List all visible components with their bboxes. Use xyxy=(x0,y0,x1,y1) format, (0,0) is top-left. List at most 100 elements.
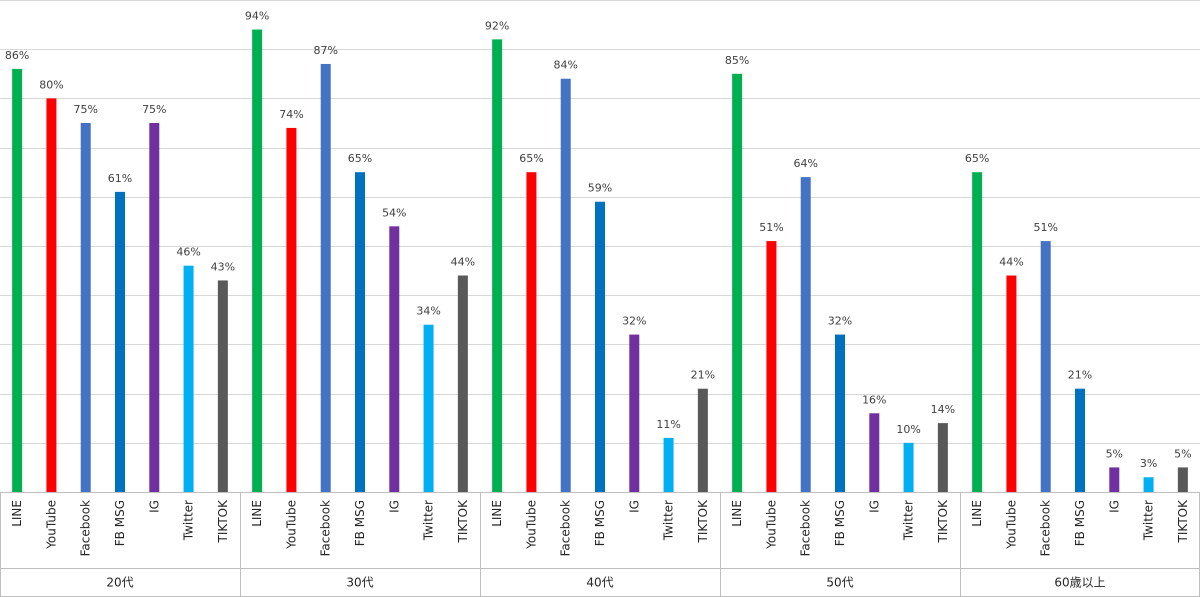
bar[interactable] xyxy=(766,241,777,492)
bar[interactable] xyxy=(457,275,468,492)
bar[interactable] xyxy=(800,177,811,492)
category-tick-label: FB MSG xyxy=(113,500,127,546)
bar[interactable] xyxy=(1075,388,1085,492)
bar[interactable] xyxy=(560,78,571,492)
data-label: 5% xyxy=(1174,447,1191,460)
category-tick-label: Twitter xyxy=(1142,500,1156,541)
bar[interactable] xyxy=(1143,477,1154,492)
bar[interactable] xyxy=(1109,467,1120,492)
bar[interactable] xyxy=(492,39,503,493)
bar[interactable] xyxy=(595,201,605,492)
category-tick-label: Twitter xyxy=(182,500,196,541)
category-tick-label: TIKTOK xyxy=(216,499,230,544)
data-label: 34% xyxy=(416,305,440,318)
bar[interactable] xyxy=(46,98,57,493)
bar[interactable] xyxy=(149,123,160,492)
category-tick-label: FB MSG xyxy=(593,500,607,546)
data-label: 80% xyxy=(39,78,63,91)
bar[interactable] xyxy=(1040,241,1051,492)
category-tick-label: IG xyxy=(1107,500,1121,513)
bar[interactable] xyxy=(320,63,331,493)
category-tick-label: Facebook xyxy=(319,500,333,556)
data-label: 44% xyxy=(451,256,475,269)
bar[interactable] xyxy=(115,191,125,492)
bar[interactable] xyxy=(286,127,297,493)
bar[interactable] xyxy=(697,388,708,492)
category-tick-label: FB MSG xyxy=(353,500,367,546)
bar[interactable] xyxy=(80,123,91,492)
data-label: 51% xyxy=(1033,221,1057,234)
data-label: 3% xyxy=(1140,457,1157,470)
category-tick-label: FB MSG xyxy=(833,500,847,546)
group-tick-label: 30代 xyxy=(346,576,373,590)
data-label: 43% xyxy=(211,260,235,273)
category-tick-label: LINE xyxy=(490,500,504,527)
bar[interactable] xyxy=(183,265,194,492)
data-label: 85% xyxy=(725,54,749,67)
category-tick-label: Facebook xyxy=(799,500,813,556)
data-label: 92% xyxy=(485,19,509,32)
category-tick-label: TIKTOK xyxy=(1176,499,1190,544)
group-tick-label: 20代 xyxy=(106,576,133,590)
category-tick-label: FB MSG xyxy=(1073,500,1087,546)
category-tick-label: Facebook xyxy=(1039,500,1053,556)
data-label: 46% xyxy=(176,246,200,259)
category-tick-label: LINE xyxy=(730,500,744,527)
bar[interactable] xyxy=(903,442,914,492)
data-label: 65% xyxy=(348,152,372,165)
category-tick-label: IG xyxy=(627,500,641,513)
category-tick-label: TIKTOK xyxy=(936,499,950,544)
bar[interactable] xyxy=(252,29,263,493)
bar[interactable] xyxy=(663,437,674,492)
category-tick-label: YouTube xyxy=(44,500,58,550)
data-label: 32% xyxy=(622,315,646,328)
bar[interactable] xyxy=(869,413,880,492)
bar[interactable] xyxy=(732,73,743,493)
data-label: 16% xyxy=(862,393,886,406)
data-label: 65% xyxy=(965,152,989,165)
data-label: 86% xyxy=(5,49,29,62)
bar[interactable] xyxy=(423,324,434,492)
category-tick-label: Twitter xyxy=(662,500,676,541)
data-label: 61% xyxy=(108,172,132,185)
bar[interactable] xyxy=(1006,275,1017,492)
category-tick-label: Twitter xyxy=(422,500,436,541)
group-tick-label: 60歳以上 xyxy=(1054,576,1105,590)
bar[interactable] xyxy=(355,172,365,492)
data-label: 44% xyxy=(999,256,1023,269)
category-tick-label: IG xyxy=(867,500,881,513)
data-label: 5% xyxy=(1106,447,1123,460)
data-label: 51% xyxy=(759,221,783,234)
data-label: 74% xyxy=(279,108,303,121)
category-tick-label: YouTube xyxy=(1004,500,1018,550)
data-label: 75% xyxy=(73,103,97,116)
category-tick-label: YouTube xyxy=(284,500,298,550)
bar[interactable] xyxy=(835,334,845,492)
bar[interactable] xyxy=(937,423,948,492)
group-tick-label: 50代 xyxy=(826,576,853,590)
data-label: 21% xyxy=(1068,369,1092,382)
bar[interactable] xyxy=(389,226,400,492)
category-tick-label: TIKTOK xyxy=(696,499,710,544)
category-tick-label: YouTube xyxy=(524,500,538,550)
bar[interactable] xyxy=(972,172,983,492)
category-tick-label: LINE xyxy=(250,500,264,527)
bar[interactable] xyxy=(217,280,228,492)
bar[interactable] xyxy=(629,334,640,492)
group-tick-label: 40代 xyxy=(586,576,613,590)
bar[interactable] xyxy=(526,172,537,492)
category-tick-label: TIKTOK xyxy=(456,499,470,544)
category-tick-label: LINE xyxy=(970,500,984,527)
category-tick-label: LINE xyxy=(10,500,24,527)
category-tick-label: Facebook xyxy=(79,500,93,556)
category-tick-label: Twitter xyxy=(902,500,916,541)
data-label: 54% xyxy=(382,206,406,219)
bar[interactable] xyxy=(1177,467,1188,492)
data-label: 84% xyxy=(553,59,577,72)
data-label: 64% xyxy=(793,157,817,170)
data-label: 11% xyxy=(656,418,680,431)
data-label: 94% xyxy=(245,10,269,23)
data-label: 32% xyxy=(828,315,852,328)
bar[interactable] xyxy=(12,68,23,492)
